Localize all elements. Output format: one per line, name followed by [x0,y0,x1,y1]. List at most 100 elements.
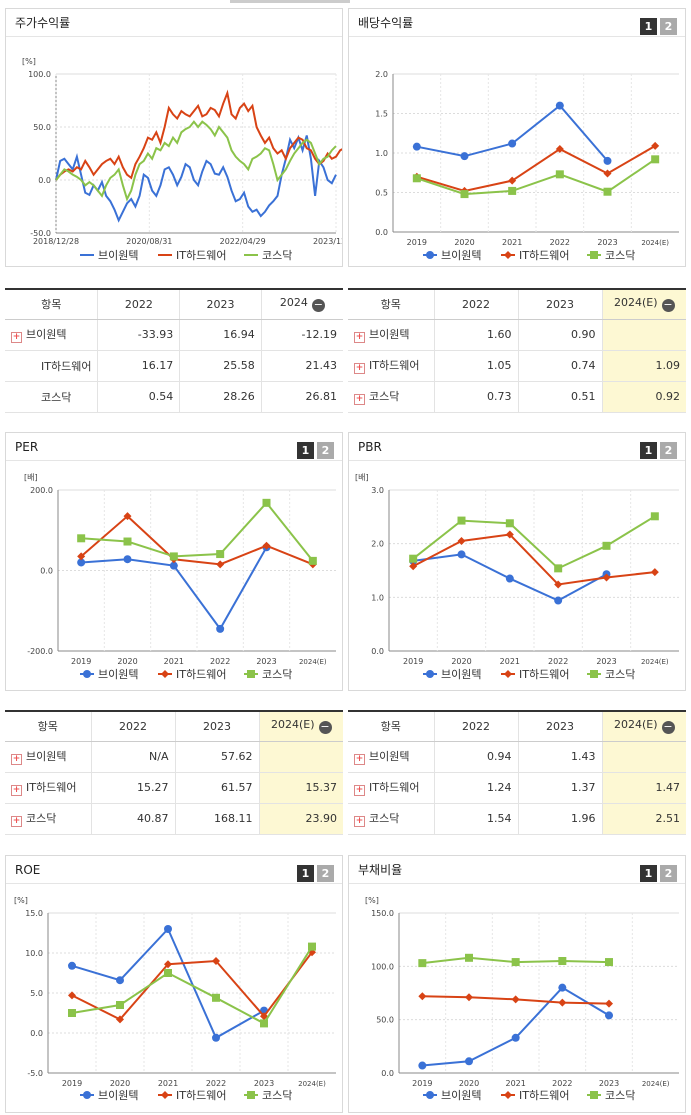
data-point [216,560,225,569]
data-point [457,550,466,559]
dividend-yield-table: 항목 2022 2023 2024(E) − + 브이원텍 1.60 0.90 + IT하드… [348,288,686,413]
data-point [603,187,612,196]
stock-return-table: 항목 2022 2023 2024− + 브이원텍 -33.93 16.94 -12.1… [5,288,343,413]
table-cell: 21.43 [260,350,343,382]
y-tick-label: -5.0 [27,1069,43,1078]
expand-plus-icon[interactable]: + [11,754,22,765]
page-2-button[interactable]: 2 [317,865,334,882]
data-point [169,561,178,570]
collapse-icon[interactable]: − [661,720,675,735]
page-1-button[interactable]: 1 [640,865,657,882]
col-header: 2023 [517,711,602,742]
page-2-button[interactable]: 2 [317,442,334,459]
x-tick-label: 2024(E) [299,658,327,666]
roe-chart: [%] 15.0 10.0 5.0 0.0 -5.0 2019 2020 2021 2022 202… [14,896,336,1102]
table-cell: 0.73 [433,381,518,413]
collapse-icon[interactable]: − [311,298,325,313]
dividend-yield-chart: 2.0 1.5 1.0 0.5 0.0 2019 2020 2021 2022 2023 2024(… [375,70,679,262]
data-point [555,101,564,110]
page-1-button[interactable]: 1 [297,865,314,882]
top-scroll-strip [230,0,350,3]
table-cell: 1.37 [517,772,602,804]
table-cell: 1.96 [517,803,602,835]
data-point [505,574,514,583]
expand-plus-icon[interactable]: + [11,785,22,796]
row-label: + 브이원텍 [5,319,98,351]
table-cell: 28.26 [179,381,262,413]
panel-title: PBR [358,440,382,454]
page-2-button[interactable]: 2 [660,865,677,882]
data-point [418,959,427,968]
collapse-icon[interactable]: − [318,720,332,735]
data-point [116,976,124,985]
legend-marker [426,1091,434,1099]
data-point [465,953,473,962]
x-tick-label: 2020 [451,657,471,666]
collapse-icon[interactable]: − [661,298,675,313]
x-tick-label: 2022 [552,1079,572,1088]
expand-plus-icon[interactable]: + [354,754,365,765]
table-cell: 25.58 [179,350,262,382]
x-tick-label: 2018/12/28 [33,237,79,246]
page-1-button[interactable]: 1 [640,18,657,35]
row-label: + 코스닥 [348,803,434,835]
expand-plus-icon[interactable]: + [354,394,365,405]
table-cell: 0.51 [517,381,602,413]
series-line-1 [55,134,337,223]
legend-marker [590,670,598,678]
legend-label: 브이원텍 [441,668,481,681]
y-tick-label: 50.0 [376,1016,394,1025]
legend-label: 브이원텍 [441,1089,481,1102]
data-point [511,958,520,967]
data-point [308,942,316,951]
page-1-button[interactable]: 1 [640,442,657,459]
expand-plus-icon[interactable]: + [354,363,365,374]
unit-label: [배] [355,473,369,482]
data-point [554,564,563,573]
series-line-2 [80,514,314,566]
table-cell: N/A [90,741,175,773]
data-point [465,993,473,1002]
x-tick-label: 2022/04/29 [220,237,266,246]
y-tick-label: 0.5 [375,189,388,198]
table-row: + 코스닥 1.54 1.96 2.51 [348,803,686,835]
table-row: + 브이원텍 1.60 0.90 [348,319,686,351]
data-point [603,156,612,165]
expand-plus-icon[interactable]: + [11,816,22,827]
data-point [68,1009,76,1017]
page-2-button[interactable]: 2 [660,18,677,35]
legend-label: 브이원텍 [441,249,481,262]
unit-label: [배] [24,473,38,482]
panel-title: 주가수익률 [15,16,71,30]
expand-plus-icon[interactable]: + [354,785,365,796]
legend-label: IT하드웨어 [519,1088,569,1102]
row-name: 코스닥 [41,390,72,404]
expand-plus-icon[interactable]: + [11,332,22,343]
page-1-button[interactable]: 1 [297,442,314,459]
col-header: 항목 [5,289,98,320]
series-line-2 [416,145,656,192]
data-point [651,141,660,150]
panel-title: 부채비율 [358,863,403,877]
legend-marker [161,670,169,678]
y-tick-label: 0.0 [375,228,388,237]
y-tick-label: 2.0 [375,70,388,79]
x-tick-label: 2020/08/31 [126,237,172,246]
table-header-row: 항목 2022 2023 2024(E) − [5,711,343,742]
expand-plus-icon[interactable]: + [354,816,365,827]
page-2-button[interactable]: 2 [660,442,677,459]
y-tick-label: 0.0 [40,567,53,576]
col-header: 2024(E) − [601,711,686,742]
data-point [409,554,418,563]
stock-return-panel: 주가수익률 [%] 100.0 50.0 0.0 -50.0 2018/12/28 2020… [5,8,343,267]
table-cell: 61.57 [174,772,259,804]
expand-plus-icon[interactable]: + [354,332,365,343]
legend-label: 브이원텍 [98,668,138,681]
data-point [605,958,613,967]
data-point [511,995,520,1004]
table-cell: 1.43 [517,741,602,773]
x-tick-label: 2024(E) [641,239,669,247]
x-tick-label: 2022 [206,1079,226,1088]
